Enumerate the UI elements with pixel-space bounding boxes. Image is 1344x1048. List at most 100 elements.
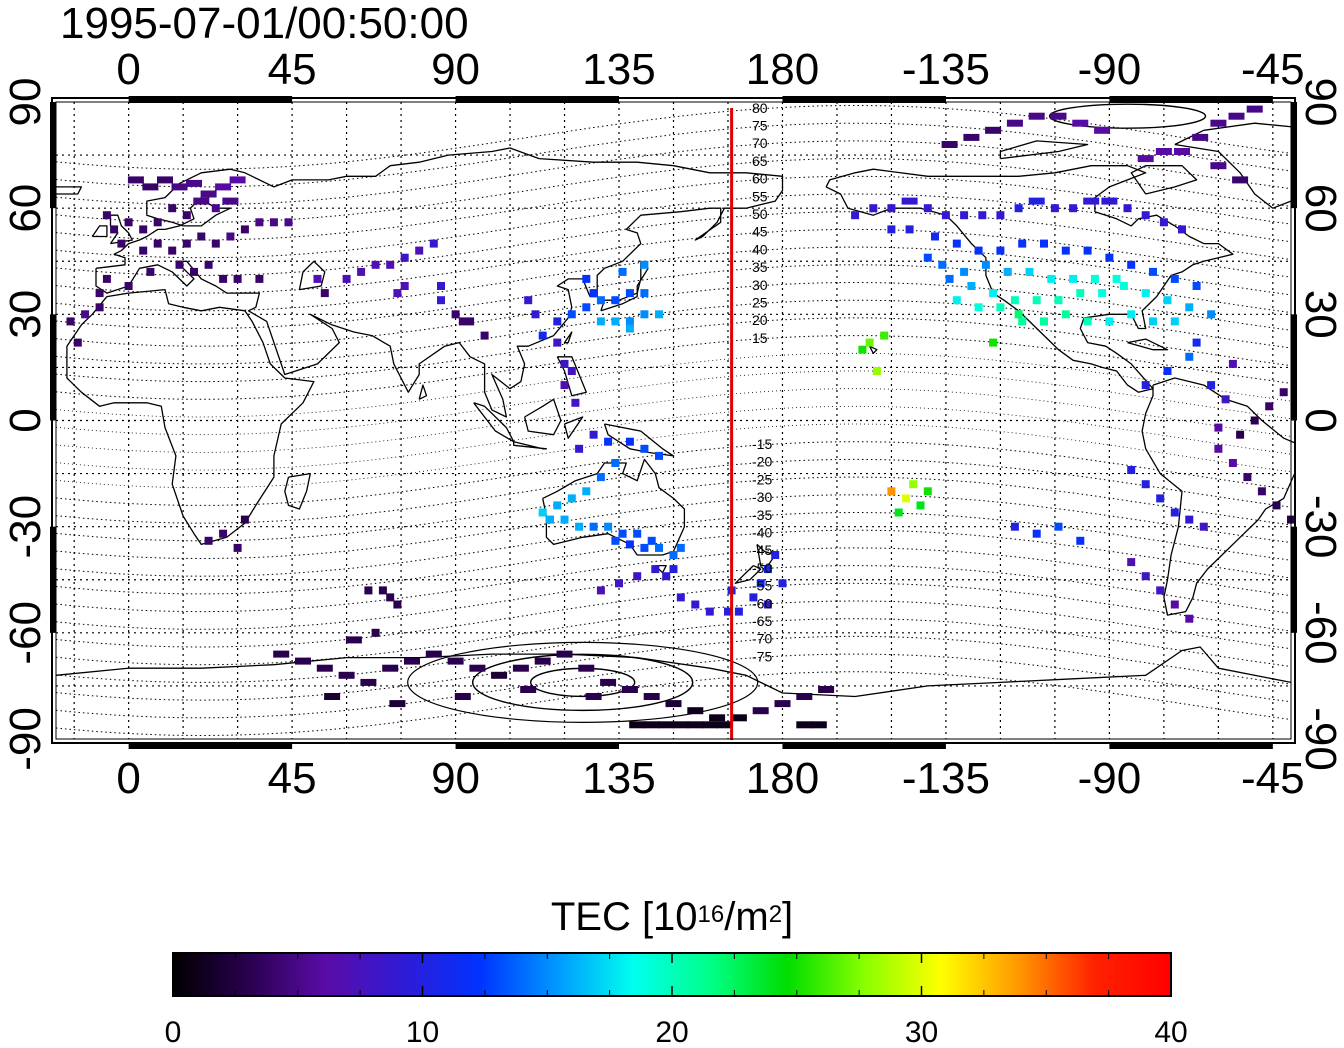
colorbar-tick-label: 0	[165, 1016, 182, 1048]
tec-point	[701, 721, 718, 729]
tec-point	[378, 586, 387, 595]
contour-line	[55, 175, 1292, 241]
tec-point	[240, 225, 249, 234]
contour-line	[55, 158, 1292, 223]
coastline	[418, 384, 428, 400]
tec-point	[102, 211, 111, 220]
contour-label: -70	[752, 631, 772, 647]
contour-label: -75	[752, 648, 772, 664]
tec-point	[1040, 317, 1048, 326]
tec-point	[730, 714, 747, 722]
tec-point	[520, 686, 537, 693]
tec-point	[989, 289, 998, 298]
tec-point	[1141, 572, 1150, 581]
tec-point	[996, 246, 1005, 255]
contour-ring	[529, 667, 636, 698]
colorbar-tick-label: 20	[655, 1016, 688, 1048]
tec-point	[901, 197, 918, 205]
tec-point	[1156, 494, 1165, 503]
bottom-lon-label: -45	[1241, 754, 1305, 803]
tec-point	[1119, 282, 1128, 290]
tec-point	[171, 183, 188, 191]
tec-point	[1006, 119, 1023, 127]
contour-line	[55, 281, 1292, 347]
tec-point	[611, 317, 620, 326]
colorbar-ticks: 0 10 20 30 40	[165, 953, 1188, 1048]
contour-line	[55, 140, 1292, 206]
tec-point	[996, 303, 1005, 312]
tec-point	[175, 260, 184, 269]
tec-point	[1141, 480, 1150, 489]
contour-label: 55	[752, 188, 768, 204]
tec-point	[752, 707, 769, 715]
contour-line	[55, 582, 1292, 648]
tec-point	[640, 310, 649, 319]
contour-label: -20	[752, 454, 772, 470]
tec-point	[651, 565, 660, 574]
tec-point	[469, 664, 486, 672]
tec-point	[1028, 112, 1045, 120]
contour-line	[55, 104, 1292, 170]
tec-point	[1076, 289, 1085, 298]
tec-point	[963, 133, 980, 141]
tec-point	[273, 650, 290, 658]
tec-point	[404, 657, 420, 665]
tec-point	[655, 543, 663, 552]
tec-point	[1069, 274, 1078, 283]
tec-point	[1243, 473, 1252, 482]
tec-point	[763, 565, 772, 574]
bottom-axis-bar	[1109, 743, 1273, 749]
tec-point	[1054, 296, 1063, 305]
tec-point	[858, 345, 867, 354]
tec-point	[1170, 508, 1179, 517]
tec-point	[691, 600, 700, 609]
bottom-lon-label: 180	[746, 754, 819, 803]
tec-point	[582, 487, 591, 496]
tec-point	[1163, 367, 1172, 375]
tec-point	[1054, 522, 1063, 531]
tec-point	[153, 218, 162, 227]
tec-point	[633, 572, 642, 581]
tec-point	[923, 253, 932, 262]
tec-point	[647, 536, 656, 545]
tec-point	[1141, 289, 1150, 298]
tec-point	[1207, 310, 1216, 319]
tec-point	[1040, 239, 1048, 248]
tec-point	[582, 303, 591, 312]
tec-point	[255, 274, 264, 283]
tec-point	[211, 204, 220, 213]
tec-point	[734, 607, 743, 616]
tec-point	[611, 459, 620, 467]
tec-point	[1098, 289, 1107, 298]
tec-point	[1279, 388, 1288, 397]
coastline	[563, 331, 573, 344]
contour-line	[55, 529, 1292, 595]
tec-point	[316, 664, 333, 672]
tec-point	[1232, 176, 1249, 184]
tec-point	[1010, 296, 1019, 305]
tec-point	[1076, 536, 1085, 545]
tec-point	[1246, 105, 1263, 113]
tec-point	[204, 536, 213, 545]
tec-point	[95, 289, 104, 298]
tec-point	[491, 671, 508, 679]
tec-point	[640, 289, 649, 298]
tec-point	[157, 176, 173, 184]
contour-label: -60	[752, 595, 772, 611]
contour-label: -25	[752, 471, 772, 487]
tec-point	[371, 628, 380, 637]
tec-point	[1018, 317, 1027, 326]
tec-point	[1170, 274, 1179, 283]
tec-point	[193, 197, 210, 205]
tec-point	[967, 282, 976, 290]
tec-point	[952, 296, 961, 305]
top-axis-bar	[455, 96, 620, 103]
tec-point	[1185, 352, 1194, 361]
right-lat-label: 90	[1296, 78, 1344, 127]
tec-point	[643, 693, 660, 700]
tec-point	[621, 686, 638, 693]
tec-point	[386, 260, 395, 269]
tec-point	[589, 522, 598, 531]
coastline	[869, 345, 878, 354]
tec-point	[640, 444, 649, 453]
